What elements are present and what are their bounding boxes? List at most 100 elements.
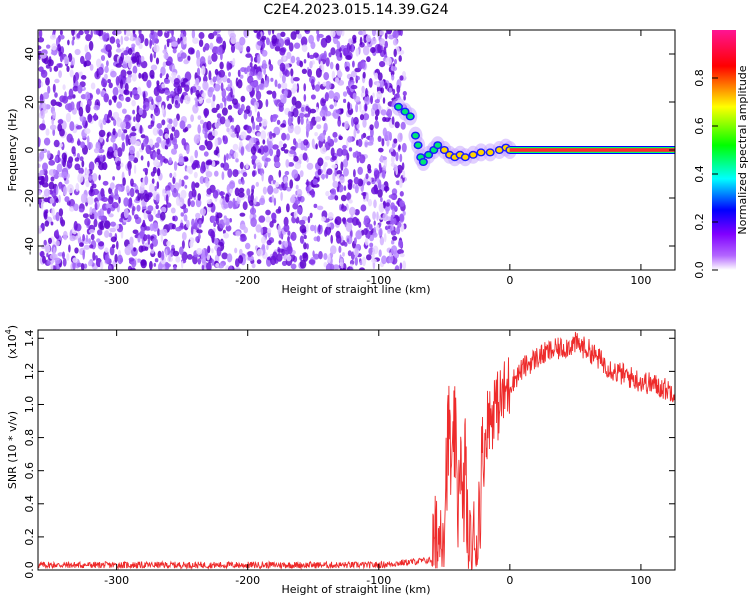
noise-speck [368, 223, 373, 230]
noise-speck [205, 98, 212, 104]
noise-speck [325, 263, 333, 270]
noise-speck [309, 212, 313, 219]
noise-speck [198, 144, 206, 151]
noise-speck [291, 169, 299, 179]
noise-speck [330, 188, 336, 195]
snr-axes: -300 -200 -100 0 100 0.0 0.2 0.4 0.6 0.8 1.0 1.2 1.4 [23, 330, 675, 587]
noise-speck [261, 49, 268, 57]
noise-speck [277, 206, 282, 213]
noise-speck [127, 243, 134, 251]
noise-speck [211, 248, 214, 254]
noise-speck [125, 136, 129, 147]
noise-speck [183, 30, 187, 38]
noise-speck [172, 47, 177, 54]
noise-speck [304, 30, 309, 33]
noise-speck [106, 132, 110, 139]
noise-speck [219, 116, 226, 125]
noise-speck [296, 56, 300, 62]
noise-speck [384, 40, 389, 49]
noise-speck [222, 40, 227, 51]
noise-speck [59, 54, 63, 63]
noise-speck [310, 94, 316, 100]
noise-speck [262, 59, 267, 69]
noise-speck [374, 72, 379, 80]
noise-speck [133, 116, 136, 122]
noise-speck [279, 62, 286, 72]
noise-speck [74, 157, 80, 162]
noise-speck [123, 30, 127, 36]
noise-speck [72, 36, 75, 41]
noise-speck [354, 209, 360, 216]
noise-speck [216, 212, 223, 219]
noise-speck [110, 236, 117, 243]
colorbar-label: Normalized spectral amplitude [736, 65, 749, 234]
noise-speck [172, 250, 180, 257]
noise-speck [307, 216, 311, 224]
noise-speck [196, 247, 203, 255]
noise-speck [165, 30, 168, 33]
noise-speck [153, 192, 156, 197]
noise-speck [95, 30, 99, 36]
noise-speck [325, 35, 332, 44]
noise-speck [181, 94, 185, 100]
noise-speck [150, 243, 154, 250]
noise-speck [386, 108, 393, 118]
noise-speck [187, 254, 193, 260]
noise-speck [353, 169, 356, 178]
trace-point-inner [401, 109, 408, 115]
noise-speck [367, 199, 373, 207]
noise-speck [234, 247, 238, 254]
noise-speck [312, 84, 315, 91]
noise-speck [208, 70, 212, 81]
noise-speck [352, 60, 355, 68]
noise-speck [140, 134, 146, 139]
noise-speck [380, 109, 387, 116]
noise-speck [273, 197, 277, 206]
noise-speck [112, 111, 120, 120]
noise-speck [138, 30, 142, 36]
noise-speck [383, 185, 390, 192]
noise-speck [177, 56, 183, 62]
noise-speck [110, 221, 116, 227]
noise-speck [52, 169, 57, 175]
noise-speck [108, 82, 113, 89]
noise-speck [156, 123, 163, 129]
snr-ytick-label: 0.0 [23, 561, 36, 579]
noise-speck [229, 218, 233, 223]
noise-speck [197, 258, 202, 265]
noise-speck [377, 43, 383, 54]
noise-speck [138, 72, 142, 79]
noise-speck [390, 147, 394, 152]
noise-speck [371, 251, 375, 261]
noise-speck [69, 206, 75, 212]
noise-speck [146, 234, 151, 239]
snr-ytick-label: 0.2 [23, 528, 36, 546]
noise-speck [129, 267, 136, 270]
noise-speck [57, 119, 64, 125]
noise-speck [390, 230, 397, 236]
noise-speck [393, 48, 397, 58]
noise-speck [195, 97, 198, 108]
noise-speck [401, 142, 407, 153]
snr-series-line [38, 331, 675, 570]
noise-speck [399, 153, 403, 163]
snr-xtick-label: 100 [630, 574, 651, 587]
noise-speck [89, 206, 93, 216]
noise-speck [152, 127, 159, 136]
noise-speck [359, 114, 365, 121]
noise-speck [176, 113, 180, 121]
noise-speck [263, 67, 266, 75]
noise-speck [243, 112, 248, 120]
noise-speck [296, 83, 300, 93]
noise-speck [371, 30, 377, 37]
noise-speck [303, 234, 307, 240]
noise-speck [365, 87, 368, 98]
noise-speck [161, 250, 165, 261]
noise-speck [245, 163, 249, 170]
noise-speck [201, 65, 206, 76]
spec-xtick-label: 0 [506, 274, 513, 287]
noise-speck [336, 40, 341, 50]
noise-speck [331, 164, 338, 169]
noise-speck [236, 131, 239, 139]
noise-speck [66, 65, 70, 72]
